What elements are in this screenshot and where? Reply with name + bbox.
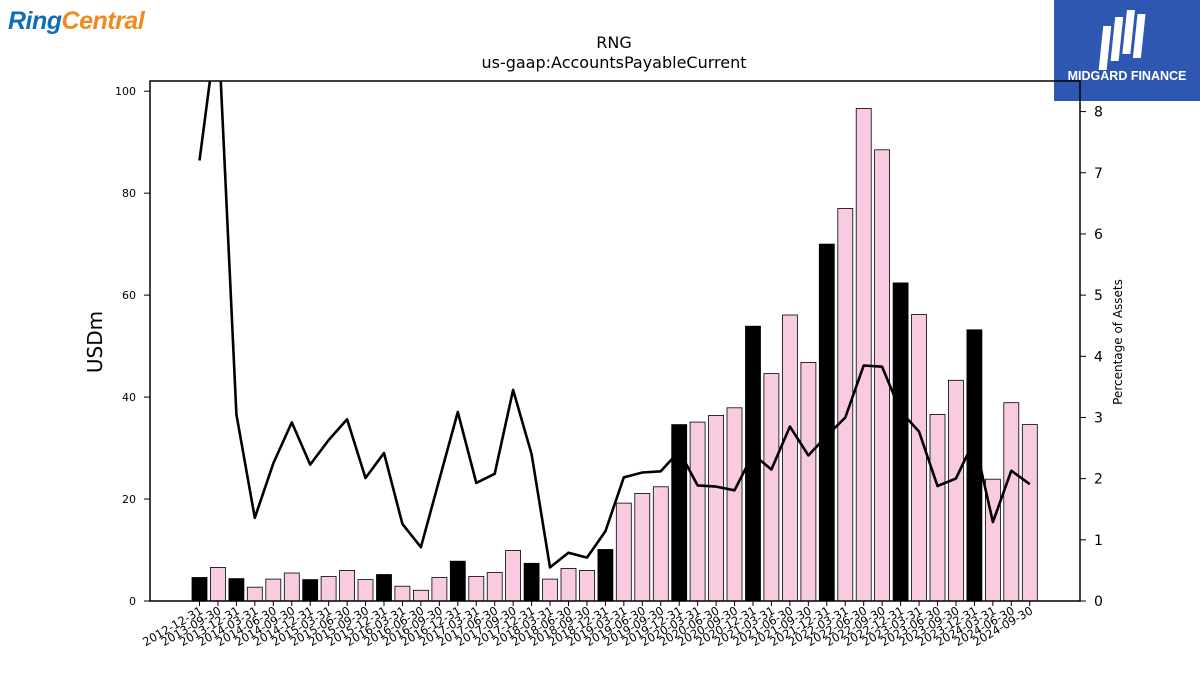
line-series (198, 81, 1031, 569)
bar (874, 149, 890, 602)
bar (523, 562, 540, 602)
y-tick-label: 0 (129, 595, 136, 608)
bar (855, 108, 872, 602)
bar (929, 413, 946, 602)
bar (431, 577, 448, 602)
bar (652, 486, 669, 602)
chart-subtitle: us-gaap:AccountsPayableCurrent (481, 53, 746, 72)
bar (265, 578, 282, 602)
y2-tick-label: 8 (1094, 105, 1103, 121)
bar (892, 282, 909, 602)
y2-axis-label: Percentage of Assets (1111, 279, 1125, 405)
y-tick-label: 40 (122, 391, 136, 404)
bar (1021, 424, 1038, 602)
y2-tick-label: 4 (1094, 349, 1103, 365)
y2-tick-label: 2 (1094, 472, 1103, 488)
y-tick-label: 80 (122, 187, 136, 200)
bar (320, 576, 337, 602)
y2-tick-label: 7 (1094, 166, 1103, 182)
bar (708, 414, 724, 602)
bar (911, 314, 927, 602)
y2-tick-label: 3 (1094, 410, 1103, 426)
bar (948, 379, 964, 602)
bar-series (191, 108, 1038, 602)
midgard-emblem-icon (1098, 10, 1146, 70)
bar (615, 502, 632, 602)
bar (191, 577, 208, 602)
bar (634, 492, 651, 602)
bar (800, 361, 817, 602)
bar (579, 570, 595, 602)
bar (394, 585, 411, 602)
y2-tick-label: 6 (1094, 227, 1103, 243)
axes: 0204060801000123456782012-12-312013-09-3… (115, 80, 1103, 649)
bar (302, 579, 319, 602)
bar (689, 421, 706, 602)
midgard-finance-logo: MIDGARD FINANCE (1054, 0, 1200, 101)
bar (505, 550, 522, 602)
bar (412, 589, 429, 602)
bar (542, 578, 558, 602)
bar (560, 568, 577, 602)
y-tick-label: 100 (115, 85, 136, 98)
midgard-finance-wordmark: MIDGARD FINANCE (1067, 69, 1187, 83)
bar (782, 314, 798, 602)
bar (449, 560, 466, 602)
chart-title: RNG (596, 33, 631, 52)
y2-tick-label: 0 (1094, 594, 1103, 610)
bar (486, 572, 503, 602)
bar (468, 576, 485, 602)
y2-tick-label: 5 (1094, 288, 1103, 304)
y-tick-label: 20 (122, 493, 136, 506)
bar (339, 570, 356, 602)
bar (246, 586, 263, 602)
bar (1003, 402, 1020, 602)
bar (228, 578, 245, 602)
bar (283, 572, 300, 602)
ringcentral-logo: RingCentral (8, 4, 145, 40)
bar (763, 373, 780, 602)
y-tick-label: 60 (122, 289, 136, 302)
bar (597, 549, 614, 602)
percent-of-assets-line (198, 81, 1031, 569)
bar (818, 243, 835, 602)
bar (209, 567, 226, 602)
y-axis-label: USDm (83, 311, 107, 373)
bar (726, 407, 743, 602)
y2-tick-label: 1 (1094, 533, 1103, 549)
ringcentral-wordmark: RingCentral (8, 7, 145, 35)
bar (376, 574, 392, 602)
plot-frame (149, 80, 1081, 602)
bar (357, 579, 374, 602)
